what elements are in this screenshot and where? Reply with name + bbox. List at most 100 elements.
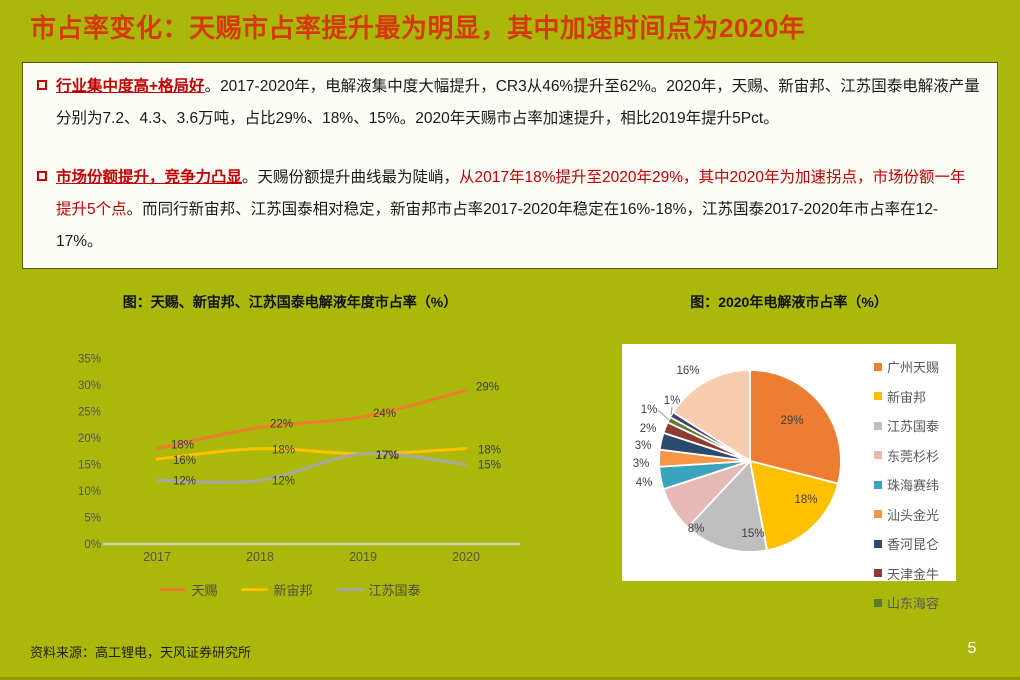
bullet-square-icon xyxy=(37,80,47,90)
y-tick-label: 10% xyxy=(78,486,101,498)
pie-data-label: 18% xyxy=(794,494,817,506)
page-title: 市占率变化：天赐市占率提升最为明显，其中加速时间点为2020年 xyxy=(30,13,806,43)
pie-data-label: 16% xyxy=(676,365,699,377)
legend-label: 东莞杉杉 xyxy=(887,448,940,464)
pie-data-label: 3% xyxy=(633,458,650,470)
legend-label: 新宙邦 xyxy=(273,583,313,598)
legend-label: 广州天赐 xyxy=(887,360,940,375)
text-run-heading: 市场份额提升，竞争力凸显 xyxy=(56,169,243,186)
pie-data-label: 8% xyxy=(688,523,705,535)
legend-item-新宙邦: 新宙邦 xyxy=(874,387,939,406)
data-label: 18% xyxy=(272,445,295,457)
data-label: 16% xyxy=(173,455,196,467)
pie-data-label: 1% xyxy=(641,404,658,416)
legend-item-广州天赐: 广州天赐 xyxy=(874,357,939,376)
x-tick-label: 2020 xyxy=(452,550,480,564)
legend-item-香河昆仑: 香河昆仑 xyxy=(874,534,939,553)
legend-square-marker xyxy=(874,451,882,459)
text-run-red: 从2017年18%提升至2020年29%，其中2020年为加速拐点，市场份额一年… xyxy=(56,169,966,218)
y-tick-label: 30% xyxy=(78,380,101,392)
pie-slice-广州天赐 xyxy=(749,369,842,485)
legend-label: 江苏国泰 xyxy=(887,419,940,434)
pie-card: 29% 18% 15% 8% 4% 3% 3% 2% 1% 1% 16% 广州天赐新宙邦江苏国泰东莞… xyxy=(622,344,956,611)
line-chart-svg: 0% 5% 10% 15% 20% 25% 30% 35% 2017 2018 2019 2020 18… xyxy=(78,354,520,564)
line-chart: 0% 5% 10% 15% 20% 25% 30% 35% 2017 2018 2019 2020 18… xyxy=(55,340,525,578)
legend-line-swatch xyxy=(336,588,364,591)
legend-square-marker xyxy=(874,510,882,518)
pie-chart-legend: 广州天赐新宙邦江苏国泰东莞杉杉珠海赛纬汕头金光香河昆仑天津金牛山东海容 xyxy=(874,357,939,612)
legend-square-marker xyxy=(874,598,882,607)
legend-item-山东海容: 山东海容 xyxy=(874,593,939,612)
y-tick-label: 15% xyxy=(78,460,101,472)
legend-item-东莞杉杉: 东莞杉杉 xyxy=(874,446,939,465)
legend-label: 江苏国泰 xyxy=(368,583,421,598)
data-label: 15% xyxy=(478,460,501,472)
legend-label: 天津金牛 xyxy=(887,566,940,582)
legend-item-江苏国泰: 江苏国泰 xyxy=(336,580,421,599)
content-box: 行业集中度高+格局好。2017-2020年，电解液集中度大幅提升，CR3从46%… xyxy=(22,62,998,269)
label-leader-line xyxy=(670,406,673,416)
text-run-normal: 。2017-2020年，电解液集中度大幅提升，CR3从46%提升至62%。202… xyxy=(56,78,980,127)
pie-data-label: 15% xyxy=(741,528,764,540)
legend-label: 天赐 xyxy=(191,583,218,598)
line-series-天赐 xyxy=(155,388,468,451)
line-series-江苏国泰 xyxy=(155,452,468,484)
x-tick-label: 2017 xyxy=(143,550,171,564)
bullet-paragraph-2: 市场份额提升，竞争力凸显。天赐份额提升曲线最为陡峭，从2017年18%提升至20… xyxy=(37,162,981,258)
bullet-square-icon xyxy=(37,171,47,181)
data-label: 17% xyxy=(376,450,399,462)
text-run-normal: 。而同行新宙邦、江苏国泰相对稳定，新宙邦市占率2017-2020年稳定在16%-… xyxy=(56,201,938,250)
paragraph-text: 行业集中度高+格局好。2017-2020年，电解液集中度大幅提升，CR3从46%… xyxy=(56,71,981,135)
y-tick-label: 25% xyxy=(78,407,101,419)
line-chart-title: 图：天赐、新宙邦、江苏国泰电解液年度市占率（%） xyxy=(122,294,458,310)
data-label: 22% xyxy=(270,418,293,430)
data-label: 18% xyxy=(478,445,501,457)
pie-data-label: 1% xyxy=(664,395,681,407)
y-tick-label: 35% xyxy=(78,354,101,366)
data-label: 18% xyxy=(171,440,194,452)
legend-item-汕头金光: 汕头金光 xyxy=(874,505,939,524)
data-label: 29% xyxy=(476,381,499,393)
pie-data-label: 2% xyxy=(640,423,657,435)
pie-slice-江苏国泰 xyxy=(686,460,768,553)
legend-item-珠海赛纬: 珠海赛纬 xyxy=(874,475,939,494)
source-note: 资料来源：高工锂电，天风证券研究所 xyxy=(30,645,252,660)
text-run-heading: 行业集中度高+格局好 xyxy=(56,78,205,95)
data-label: 12% xyxy=(272,475,295,487)
pie-chart-title: 图：2020年电解液市占率（%） xyxy=(690,294,888,310)
pie-data-label: 4% xyxy=(636,477,653,489)
pie-chart-svg: 29% 18% 15% 8% 4% 3% 3% 2% 1% 1% 16% xyxy=(633,365,842,553)
pie-data-label: 29% xyxy=(780,415,803,427)
x-tick-label: 2018 xyxy=(246,550,274,564)
legend-item-新宙邦: 新宙邦 xyxy=(241,580,313,599)
y-tick-label: 5% xyxy=(84,513,101,525)
legend-item-天津金牛: 天津金牛 xyxy=(874,564,939,583)
legend-line-swatch xyxy=(241,588,269,591)
legend-label: 珠海赛纬 xyxy=(887,478,940,493)
data-label: 12% xyxy=(173,475,196,487)
pie-slice-slice-10 xyxy=(672,369,751,462)
pie-data-label: 3% xyxy=(635,440,652,452)
pie-slice-新宙邦 xyxy=(749,460,840,552)
data-label: 24% xyxy=(373,408,396,420)
legend-square-marker xyxy=(874,569,882,577)
legend-square-marker xyxy=(874,539,882,548)
legend-square-marker xyxy=(874,362,882,371)
legend-item-江苏国泰: 江苏国泰 xyxy=(874,416,939,435)
legend-square-marker xyxy=(874,421,882,430)
bottom-strip xyxy=(0,677,1020,680)
legend-label: 汕头金光 xyxy=(887,507,940,523)
x-tick-label: 2019 xyxy=(349,550,377,564)
page-number: 5 xyxy=(967,640,977,657)
legend-label: 新宙邦 xyxy=(887,389,927,405)
legend-label: 香河昆仑 xyxy=(887,537,940,552)
text-run-normal: 。天赐份额提升曲线最为陡峭， xyxy=(242,169,460,186)
legend-square-marker xyxy=(874,480,882,489)
legend-square-marker xyxy=(874,392,882,400)
line-chart-legend: 天赐 新宙邦 江苏国泰 xyxy=(55,580,525,599)
bullet-paragraph-1: 行业集中度高+格局好。2017-2020年，电解液集中度大幅提升，CR3从46%… xyxy=(37,71,981,135)
y-tick-label: 0% xyxy=(84,539,101,551)
legend-item-天赐: 天赐 xyxy=(159,580,217,599)
label-leader-line xyxy=(657,409,670,421)
